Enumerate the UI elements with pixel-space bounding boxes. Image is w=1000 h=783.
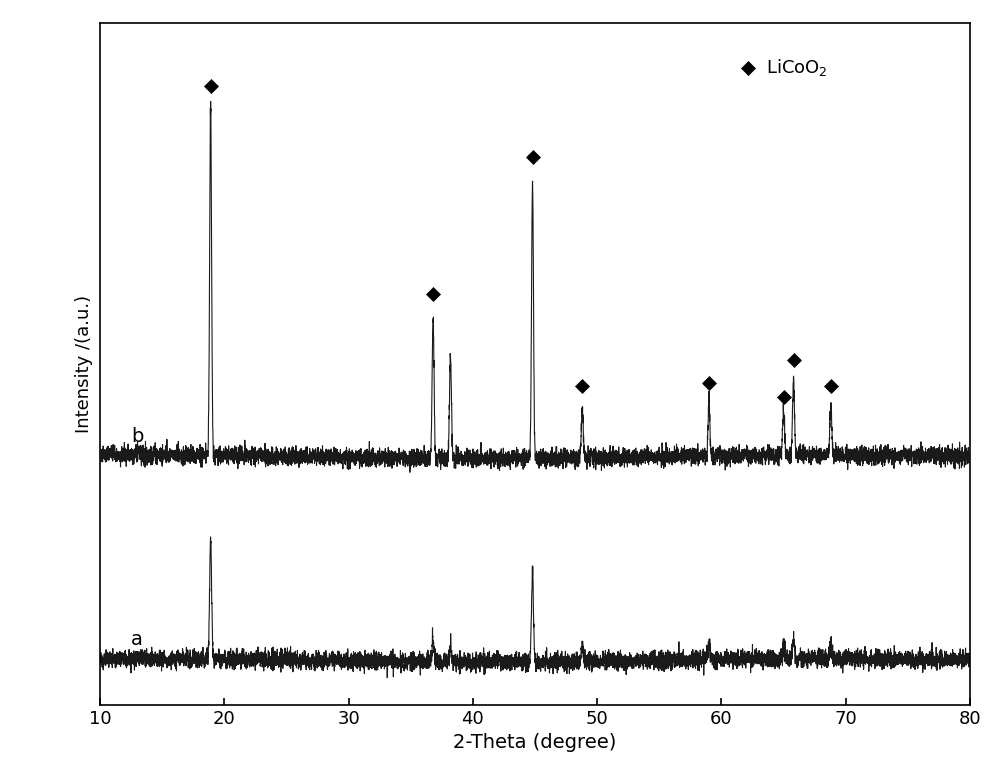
Text: a: a	[131, 630, 143, 649]
Text: b: b	[131, 427, 143, 446]
Text: LiCoO$_2$: LiCoO$_2$	[766, 57, 827, 78]
X-axis label: 2-Theta (degree): 2-Theta (degree)	[453, 733, 617, 752]
Y-axis label: Intensity /(a.u.): Intensity /(a.u.)	[75, 295, 93, 433]
